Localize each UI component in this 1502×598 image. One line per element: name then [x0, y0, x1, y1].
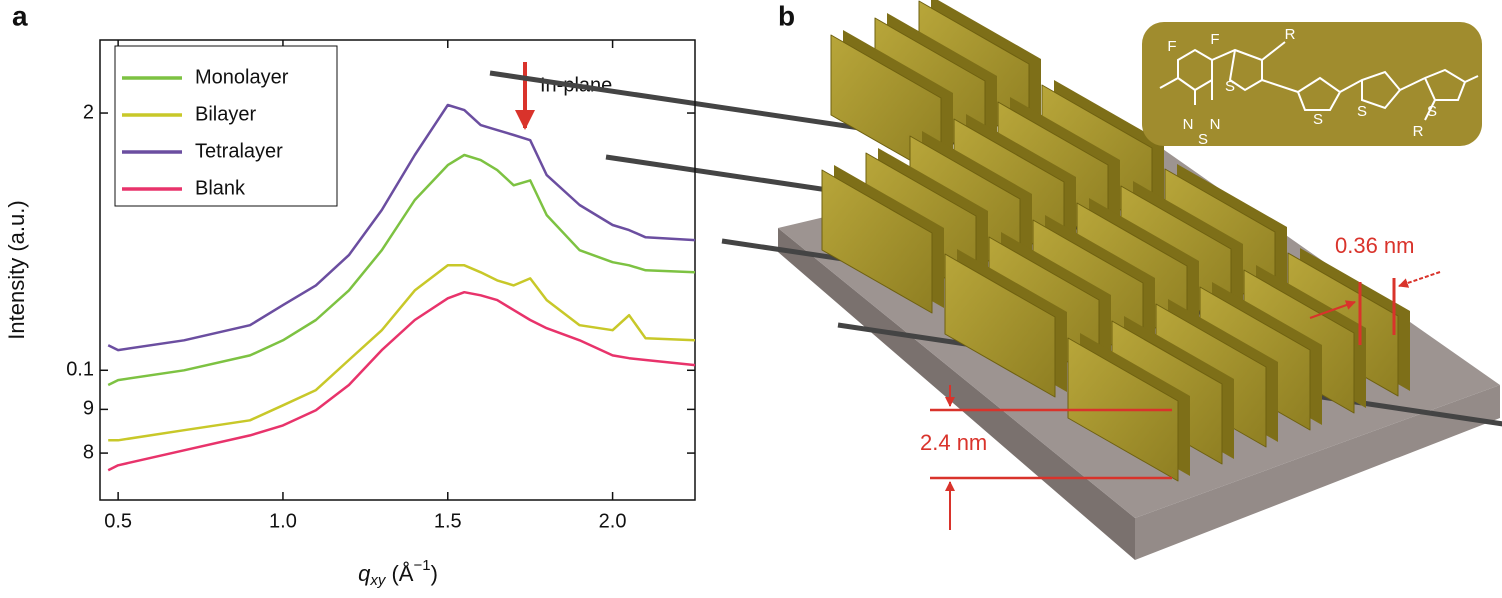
- atom-label: R: [1413, 123, 1424, 140]
- x-label-part: −1: [413, 557, 430, 574]
- series-line: [108, 264, 696, 442]
- paddle-face: [944, 253, 1056, 398]
- atom-label: N: [1183, 116, 1194, 133]
- legend-box: [114, 45, 338, 207]
- dimension-label: 2.4 nm: [920, 430, 987, 455]
- atom-label: R: [1285, 26, 1296, 43]
- atom-label: F: [1167, 38, 1176, 55]
- y-tick-label: 2: [83, 101, 94, 123]
- dimension-label: 0.36 nm: [1335, 233, 1415, 258]
- molecule-bonds: [1159, 41, 1479, 121]
- y-axis-label: Intensity (a.u.): [4, 200, 29, 339]
- series-line: [107, 103, 696, 352]
- paddle-face: [821, 169, 933, 314]
- x-label-part: xy: [369, 572, 387, 589]
- panel-label: b: [778, 0, 795, 31]
- atom-label: S: [1427, 103, 1437, 120]
- atom-label: F: [1210, 31, 1219, 48]
- atom-label: S: [1357, 103, 1367, 120]
- atom-label: S: [1225, 78, 1235, 95]
- atom-label: N: [1210, 116, 1221, 133]
- x-label-part: (Å: [385, 561, 413, 586]
- illustration: [489, 0, 1502, 560]
- y-tick-label: 8: [83, 441, 94, 463]
- x-tick-label: 2.0: [599, 510, 627, 532]
- y-tick-label: 0.1: [66, 359, 94, 381]
- series-line: [107, 153, 696, 387]
- x-tick-label: 0.5: [104, 510, 132, 532]
- substrate-side: [1135, 385, 1500, 560]
- x-label-part: ): [431, 561, 438, 586]
- y-tick-label: 9: [83, 398, 94, 420]
- legend-label: Blank: [195, 177, 246, 199]
- series-line: [107, 290, 696, 472]
- x-tick-label: 1.0: [269, 510, 297, 532]
- x-axis-label: qxy (Å−1): [358, 557, 438, 589]
- dimension-arrow: [1309, 300, 1356, 319]
- legend-label: Bilayer: [195, 103, 256, 125]
- legend-label: Tetralayer: [195, 140, 283, 162]
- dimension-arrow: [1398, 271, 1441, 288]
- x-label-part: q: [358, 561, 371, 586]
- plot-frame: [99, 39, 696, 501]
- legend-label: Monolayer: [195, 66, 289, 88]
- atom-label: S: [1313, 111, 1323, 128]
- x-tick-label: 1.5: [434, 510, 462, 532]
- atom-label: S: [1198, 131, 1208, 148]
- panel-label: a: [12, 0, 28, 31]
